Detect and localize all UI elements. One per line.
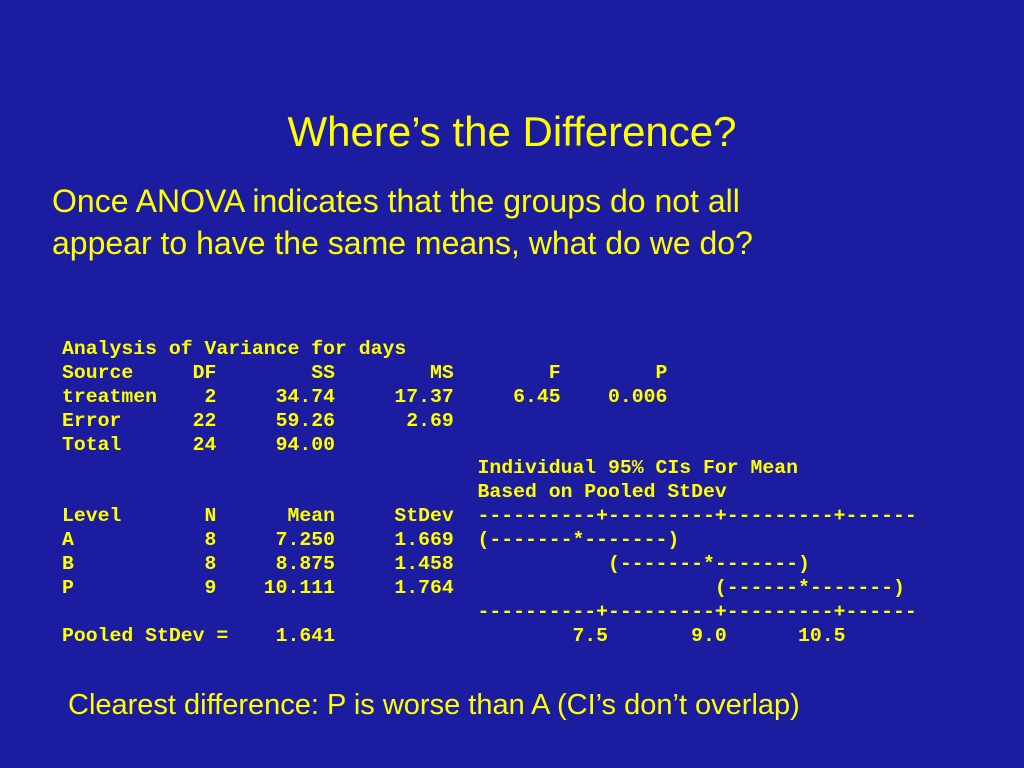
intro-line: Once ANOVA indicates that the groups do … [52,183,740,219]
intro: Once ANOVA indicates that the groups do … [52,180,753,264]
output-line: Analysis of Variance for days [62,338,407,360]
output-line: treatmen 2 34.74 17.37 6.45 0.006 [62,385,668,408]
output-line: Total 24 94.00 [62,433,336,456]
conclusion: Clearest difference: P is worse than A (… [68,689,800,721]
output-line: A 8 7.250 1.669 (-------*-------) [62,529,680,552]
title: Where’s the Difference? [287,108,737,155]
output-line: B 8 8.875 1.458 (-------*-------) [62,553,810,576]
output-line: Based on Pooled StDev [62,481,727,504]
output-line: ----------+---------+---------+------ [62,600,917,623]
output-line: P 9 10.111 1.764 (------*-------) [62,576,905,599]
anova-output: Analysis of Variance for days Source DF S… [62,338,917,649]
output-line: Source DF SS MS F P [62,361,668,384]
output-line: Level N Mean StDev ----------+---------+… [62,505,917,528]
intro-line: appear to have the same means, what do w… [52,225,753,261]
output-line: Pooled StDev = 1.641 7.5 9.0 10.5 [62,624,846,647]
output-line: Individual 95% CIs For Mean [62,457,798,480]
output-line: Error 22 59.26 2.69 [62,409,454,432]
